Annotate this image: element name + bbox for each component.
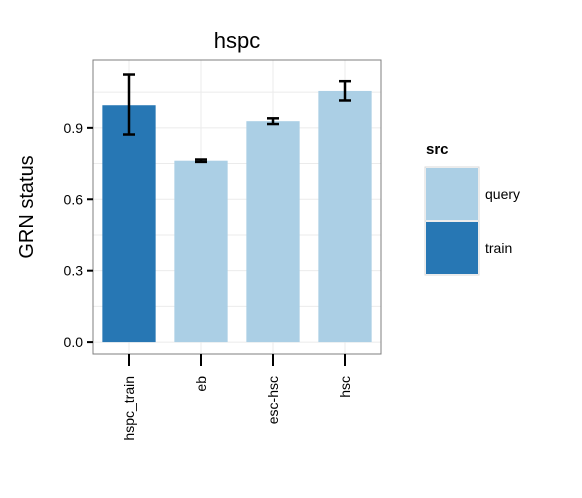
error-bar-hsc: [339, 79, 351, 102]
x-tick-label: esc-hsc: [265, 376, 281, 424]
y-tick-label: 0.0: [64, 334, 84, 350]
y-tick-label: 0.9: [64, 120, 84, 136]
bar-hspc_train: [102, 105, 156, 343]
bar-eb: [174, 160, 228, 343]
y-tick-label: 0.3: [64, 263, 84, 279]
legend-title: src: [426, 141, 449, 158]
bar-hsc: [318, 90, 372, 343]
y-axis: 0.0 0.3 0.6 0.9: [64, 120, 93, 350]
legend-label-train: train: [485, 240, 512, 256]
legend-label-query: query: [485, 186, 520, 202]
error-bars: [123, 73, 351, 164]
bar-esc-hsc: [246, 121, 300, 343]
chart-title: hspc: [214, 28, 260, 53]
legend-swatch-train: [426, 222, 478, 274]
plot-border: [92, 59, 382, 355]
error-bar-hspc_train: [123, 73, 135, 136]
y-tick-label: 0.6: [64, 191, 84, 207]
bars: [102, 90, 372, 343]
plot-area: [92, 59, 382, 355]
error-bar-eb: [195, 158, 207, 164]
legend: src query train: [424, 141, 520, 276]
y-axis-label: GRN status: [16, 155, 38, 258]
x-tick-label: eb: [193, 376, 209, 392]
x-tick-label: hsc: [337, 376, 353, 398]
legend-swatch-query: [426, 168, 478, 220]
error-bar-esc-hsc: [267, 117, 279, 126]
x-tick-label: hspc_train: [121, 376, 137, 441]
x-axis: hspc_train eb esc-hsc hsc: [121, 354, 353, 441]
